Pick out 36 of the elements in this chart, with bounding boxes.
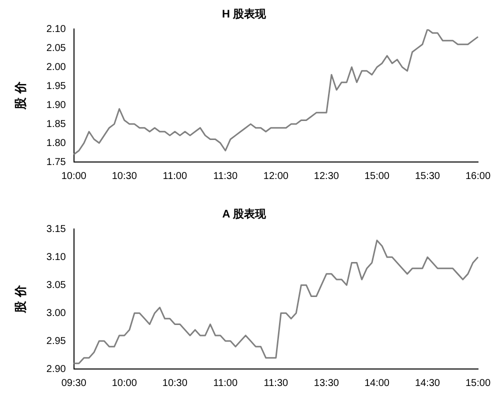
y-axis-title: 股 价 bbox=[13, 284, 28, 314]
chart-title: H 股表现 bbox=[222, 8, 267, 21]
x-tick-label: 14:30 bbox=[414, 378, 440, 389]
x-tick-label: 10:00 bbox=[61, 170, 87, 182]
y-tick-label: 3.05 bbox=[46, 280, 66, 291]
x-tick-label: 11:00 bbox=[213, 378, 238, 389]
y-tick-label: 2.00 bbox=[46, 62, 66, 73]
y-tick-label: 1.90 bbox=[46, 100, 66, 111]
y-tick-label: 3.15 bbox=[46, 224, 66, 235]
x-tick-label: 12:30 bbox=[314, 170, 340, 182]
y-tick-label: 2.95 bbox=[46, 336, 66, 347]
x-tick-label: 10:00 bbox=[112, 378, 138, 389]
x-tick-label: 12:00 bbox=[263, 170, 289, 182]
x-tick-label: 15:00 bbox=[364, 170, 390, 182]
x-tick-label: 10:30 bbox=[112, 170, 138, 182]
x-tick-label: 11:30 bbox=[264, 378, 289, 389]
y-tick-label: 1.75 bbox=[46, 156, 66, 168]
x-tick-label: 10:30 bbox=[162, 378, 188, 389]
x-tick-label: 13:30 bbox=[314, 378, 340, 389]
y-tick-label: 2.10 bbox=[46, 24, 66, 35]
chart-title: A 股表现 bbox=[222, 208, 267, 221]
y-tick-label: 3.00 bbox=[46, 308, 66, 319]
y-tick-label: 2.05 bbox=[46, 42, 66, 54]
x-tick-label: 14:00 bbox=[364, 378, 390, 389]
x-tick-label: 09:30 bbox=[61, 378, 87, 389]
y-tick-label: 1.80 bbox=[46, 138, 66, 149]
x-tick-label: 16:00 bbox=[465, 170, 491, 182]
y-axis-title: 股 价 bbox=[13, 80, 28, 111]
y-tick-label: 3.10 bbox=[46, 252, 66, 263]
x-tick-label: 11:30 bbox=[213, 170, 238, 182]
x-tick-label: 15:00 bbox=[465, 378, 491, 389]
y-tick-label: 2.90 bbox=[46, 364, 66, 375]
y-tick-label: 1.95 bbox=[46, 80, 66, 92]
x-tick-label: 11:00 bbox=[162, 170, 188, 182]
x-tick-label: 15:30 bbox=[414, 170, 440, 182]
y-tick-label: 1.85 bbox=[46, 118, 66, 130]
